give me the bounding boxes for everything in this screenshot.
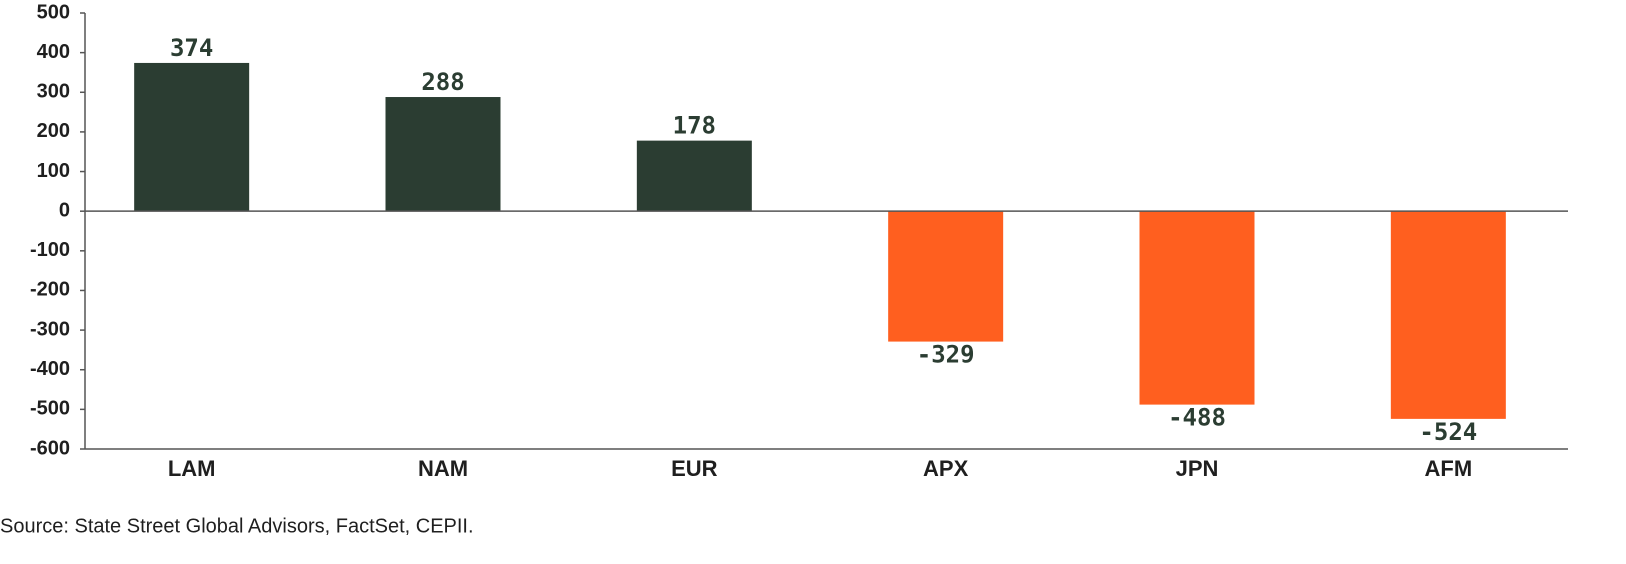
- y-tick-label: 0: [59, 199, 70, 221]
- x-tick-label: APX: [923, 456, 969, 481]
- value-label: -524: [1419, 418, 1477, 446]
- x-tick-label: JPN: [1176, 456, 1219, 481]
- value-label: -329: [917, 341, 975, 369]
- bar: [1390, 211, 1506, 419]
- value-label: 288: [421, 68, 464, 96]
- y-tick-label: 300: [37, 81, 70, 103]
- x-tick-label: NAM: [418, 456, 468, 481]
- y-tick-label: 500: [37, 1, 70, 23]
- bar: [385, 97, 501, 212]
- y-tick-label: -600: [30, 437, 70, 459]
- y-tick-label: -300: [30, 318, 70, 340]
- value-label: 178: [673, 112, 716, 140]
- bar: [636, 140, 752, 212]
- source-note: Source: State Street Global Advisors, Fa…: [0, 515, 474, 537]
- bar: [134, 62, 250, 212]
- x-tick-label: LAM: [168, 456, 216, 481]
- value-label: -488: [1168, 404, 1226, 432]
- y-tick-label: 100: [37, 160, 70, 182]
- bar: [888, 211, 1004, 342]
- y-tick-label: 400: [37, 41, 70, 63]
- y-tick-label: -500: [30, 398, 70, 420]
- y-tick-label: -100: [30, 239, 70, 261]
- value-label: 374: [170, 34, 213, 62]
- bar: [1139, 211, 1255, 405]
- x-tick-label: EUR: [671, 456, 718, 481]
- y-tick-label: -200: [30, 279, 70, 301]
- x-tick-label: AFM: [1425, 456, 1473, 481]
- y-tick-label: 200: [37, 120, 70, 142]
- y-tick-label: -400: [30, 358, 70, 380]
